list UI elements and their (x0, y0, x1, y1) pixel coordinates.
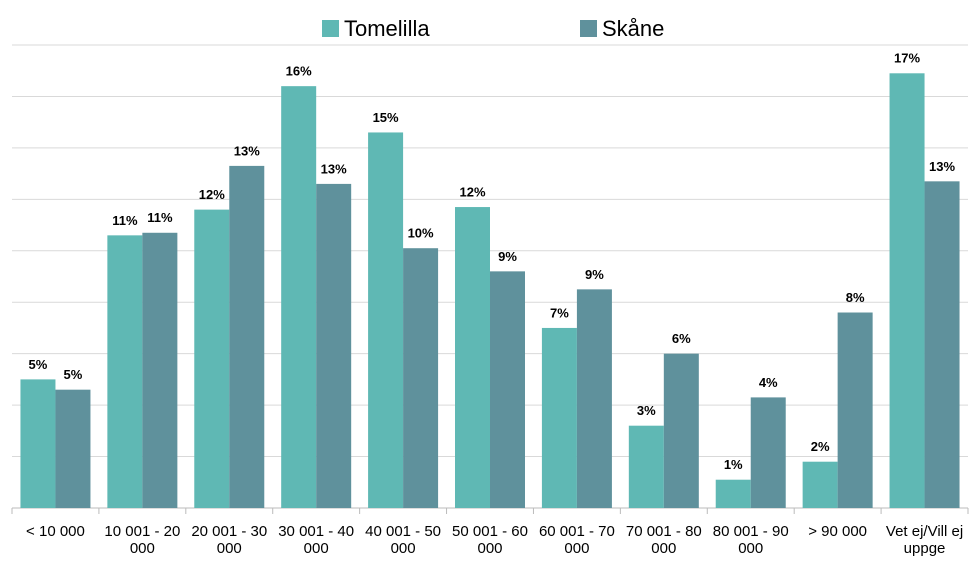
x-tick-label: 30 001 - 40 000 (278, 523, 355, 557)
legend-swatch (580, 20, 597, 37)
data-label: 17% (894, 51, 920, 66)
data-label: 16% (286, 64, 312, 79)
legend-swatch (322, 20, 339, 37)
data-label: 13% (929, 159, 955, 174)
bar (837, 312, 873, 508)
data-label: 8% (846, 290, 865, 305)
data-label: 13% (234, 143, 260, 158)
data-label: 2% (811, 439, 830, 454)
bar (715, 479, 751, 508)
bar (316, 183, 352, 508)
data-label: 5% (29, 357, 48, 372)
bar (403, 248, 439, 508)
bar (368, 132, 404, 508)
data-label: 3% (637, 403, 656, 418)
bar (142, 232, 178, 508)
bar (750, 397, 786, 508)
x-tick-label: 70 001 - 80 000 (625, 523, 702, 557)
x-tick-label: 50 001 - 60 000 (452, 523, 528, 557)
bar (889, 73, 925, 509)
bar (576, 289, 612, 508)
data-label: 4% (759, 375, 778, 390)
data-label: 7% (550, 305, 569, 320)
bar (628, 425, 664, 508)
data-label: 6% (672, 331, 691, 346)
x-tick-label: 20 001 - 30 000 (191, 523, 268, 557)
data-label: 10% (408, 226, 434, 241)
data-label: 5% (64, 367, 83, 382)
data-label: 9% (498, 249, 517, 264)
bar (924, 181, 960, 509)
bar (281, 86, 317, 509)
x-tick-label: > 90 000 (808, 523, 868, 540)
x-tick-label: 80 001 - 90 000 (712, 523, 789, 557)
data-label: 12% (199, 187, 225, 202)
x-tick-label: < 10 000 (26, 523, 85, 540)
bar (490, 271, 525, 508)
x-tick-label: Vet ej/Vill ej uppge (885, 523, 964, 557)
data-label: 11% (112, 213, 138, 228)
x-tick-label: 60 001 - 70 000 (538, 523, 615, 557)
data-label: 12% (459, 184, 485, 199)
bar (802, 461, 838, 508)
bar (229, 165, 265, 508)
bar (455, 207, 490, 509)
data-label: 15% (373, 110, 399, 125)
bar (20, 379, 56, 508)
bar (663, 353, 699, 508)
bar (194, 209, 230, 508)
data-label: 9% (585, 267, 604, 282)
data-label: 13% (321, 161, 347, 176)
data-label: 11% (147, 210, 173, 225)
bar (55, 389, 91, 508)
data-label: 1% (724, 457, 743, 472)
x-tick-label: 10 001 - 20 000 (104, 523, 181, 557)
bar (541, 327, 577, 508)
x-tick-label: 40 001 - 50 000 (365, 523, 442, 557)
legend-label: Tomelilla (344, 16, 430, 41)
legend-label: Skåne (602, 16, 664, 41)
bar (107, 235, 143, 508)
